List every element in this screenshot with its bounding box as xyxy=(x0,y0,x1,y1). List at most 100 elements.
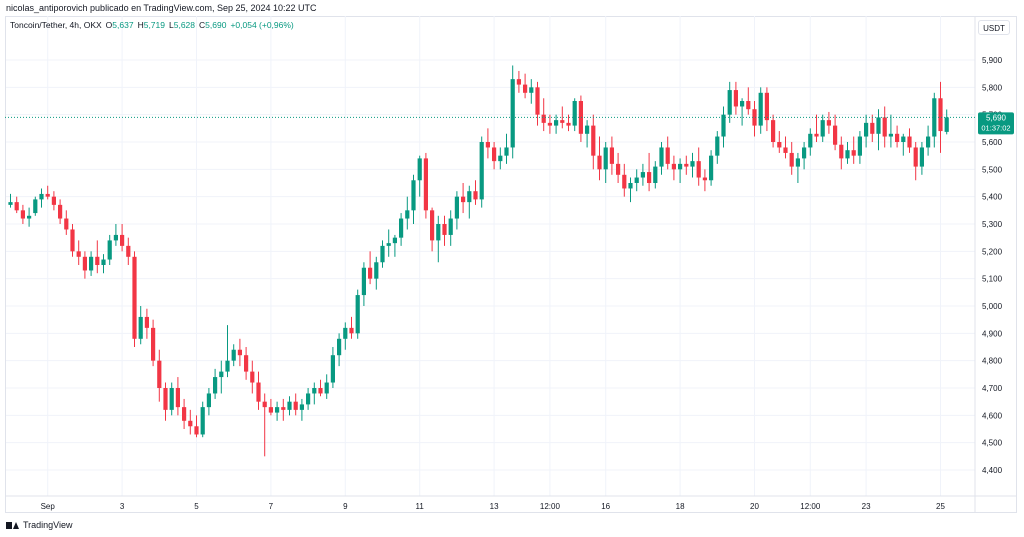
candle-body xyxy=(430,210,435,241)
candle xyxy=(622,163,627,197)
candle-body xyxy=(343,327,348,339)
candle-body xyxy=(120,234,125,246)
candle xyxy=(907,128,912,153)
candle-body xyxy=(405,210,410,219)
candle xyxy=(467,185,472,219)
candle-body xyxy=(188,420,193,427)
candle-body xyxy=(361,267,366,296)
candle-body xyxy=(547,122,552,126)
legend-close: C5,690 xyxy=(199,20,227,30)
time-axis[interactable]: Sep 3 5 7 9 11 13 12:00 16 18 20 12:00 23 25 xyxy=(41,502,946,511)
candle-body xyxy=(752,109,757,126)
y-tick-label: 5,200 xyxy=(982,247,1003,256)
candle xyxy=(944,109,949,135)
candle xyxy=(386,229,391,257)
candle xyxy=(746,87,751,115)
candle-body xyxy=(318,388,323,394)
candle xyxy=(516,70,521,93)
candle xyxy=(715,131,720,164)
candle-body xyxy=(89,256,94,271)
legend-change: +0,054 (+0,96%) xyxy=(230,20,294,30)
candle xyxy=(504,133,509,164)
candle-body xyxy=(237,349,242,356)
candle xyxy=(27,207,32,227)
candle-body xyxy=(76,251,81,257)
tradingview-logo-icon xyxy=(6,521,20,530)
candle xyxy=(702,169,707,192)
candle xyxy=(845,142,850,164)
candle-body xyxy=(864,122,869,137)
candle-body xyxy=(206,393,211,408)
legend-high: H5,719 xyxy=(137,20,165,30)
candle-body xyxy=(225,360,230,372)
candle xyxy=(206,388,211,416)
candle xyxy=(312,382,317,405)
candle-body xyxy=(901,136,906,142)
x-tick-label: 16 xyxy=(601,502,610,511)
candle xyxy=(64,210,69,235)
candle-body xyxy=(380,245,385,263)
symbol-legend: Toncoin/Tether, 4h, OKX O5,637 H5,719 L5… xyxy=(10,20,294,30)
candle-body xyxy=(306,393,311,405)
tradingview-footer[interactable]: TradingView xyxy=(6,520,73,530)
currency-button[interactable]: USDT xyxy=(978,20,1010,35)
candle xyxy=(392,234,397,257)
candle-body xyxy=(727,90,732,115)
candle xyxy=(436,215,441,263)
candle xyxy=(541,98,546,132)
candle-body xyxy=(467,191,472,203)
candle xyxy=(665,136,670,170)
candle-body xyxy=(895,133,900,142)
candle xyxy=(826,111,831,134)
candle-body xyxy=(585,125,590,134)
candle xyxy=(188,409,193,435)
candle xyxy=(572,98,577,132)
candle-body xyxy=(535,87,540,115)
candle xyxy=(318,379,323,397)
candle-body xyxy=(411,180,416,211)
candle-body xyxy=(157,360,162,388)
candle xyxy=(789,142,794,175)
candle-body xyxy=(622,174,627,189)
y-tick-label: 4,700 xyxy=(982,384,1003,393)
candle-body xyxy=(39,193,44,200)
candle-body xyxy=(262,401,267,408)
publisher-attribution: nicolas_antiporovich publicado en Tradin… xyxy=(6,3,317,13)
candle-body xyxy=(516,79,521,85)
symbol-title[interactable]: Toncoin/Tether, 4h, OKX xyxy=(10,20,102,30)
candle-body xyxy=(740,101,745,107)
candle xyxy=(678,158,683,183)
candle xyxy=(175,377,180,416)
candle-body xyxy=(572,101,577,126)
candle-body xyxy=(58,204,63,219)
candle-body xyxy=(448,218,453,235)
candle-body xyxy=(814,133,819,137)
candle-body xyxy=(250,371,255,383)
candle xyxy=(820,114,825,142)
y-tick-label: 5,800 xyxy=(982,83,1003,92)
candle xyxy=(802,142,807,170)
y-tick-label: 4,400 xyxy=(982,466,1003,475)
candle-body xyxy=(851,150,856,156)
candle-body xyxy=(337,338,342,356)
candle-body xyxy=(566,122,571,126)
candle-body xyxy=(33,199,38,214)
candle-body xyxy=(541,114,546,123)
grid-lines xyxy=(6,16,975,496)
candle-body xyxy=(219,371,224,378)
legend-open: O5,637 xyxy=(105,20,134,30)
candle-body xyxy=(399,218,404,238)
candle-body xyxy=(436,224,441,241)
candle xyxy=(628,177,633,203)
candle-body xyxy=(789,152,794,167)
candle-body xyxy=(293,401,298,410)
candle-body xyxy=(857,136,862,156)
candle-body xyxy=(479,142,484,200)
candle-body xyxy=(653,166,658,183)
candle xyxy=(399,213,404,246)
candle-body xyxy=(107,240,112,260)
candle-body xyxy=(634,177,639,183)
candle-body xyxy=(944,117,949,132)
candle-body xyxy=(640,172,645,178)
